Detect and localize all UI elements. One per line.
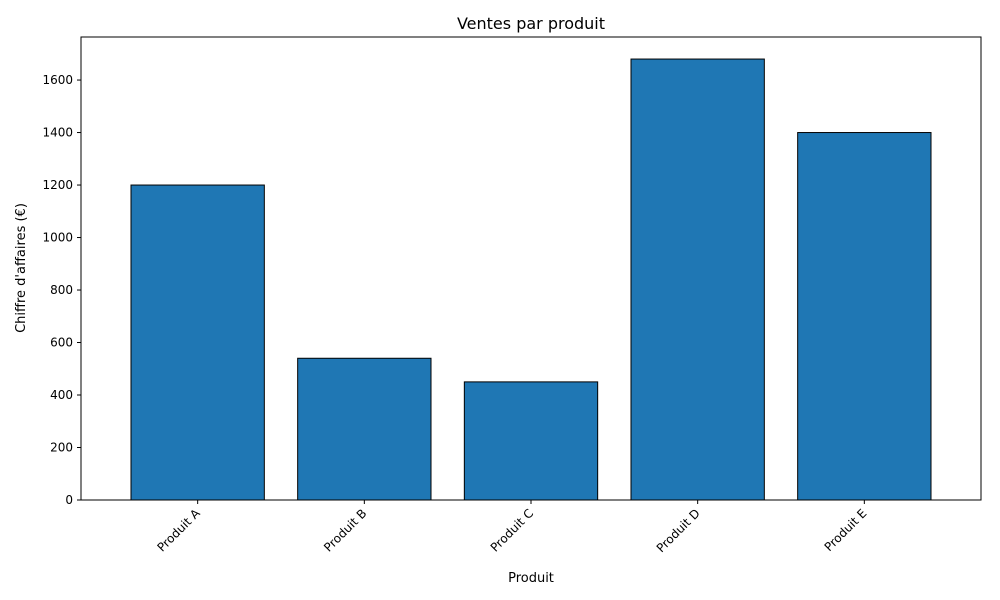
- x-tick-label: Produit E: [822, 506, 870, 554]
- y-tick-label: 800: [50, 283, 73, 297]
- y-tick-label: 0: [65, 493, 73, 507]
- bar-produit-c: [463, 381, 599, 501]
- y-tick-label: 400: [50, 388, 73, 402]
- bar-produit-a: [130, 184, 265, 501]
- chart-title: Ventes par produit: [457, 14, 605, 33]
- plot-frame: [80, 36, 982, 501]
- y-axis-label: Chiffre d'affaires (€): [14, 203, 29, 333]
- y-tick-label: 1000: [42, 231, 73, 245]
- x-tick-label: Produit D: [654, 506, 703, 555]
- x-tick-label: Produit C: [488, 506, 536, 554]
- y-tick-label: 1400: [42, 126, 73, 140]
- x-axis-label: Produit: [508, 571, 554, 586]
- bar-produit-d: [630, 58, 765, 501]
- x-axis-ticks: Produit A Produit B Produit C Produit D Prod…: [154, 500, 869, 555]
- y-tick-label: 1200: [42, 178, 73, 192]
- bar-produit-b: [297, 357, 432, 501]
- x-tick-label: Produit A: [154, 506, 203, 555]
- y-tick-label: 1600: [42, 73, 73, 87]
- y-tick-label: 600: [50, 336, 73, 350]
- bars-group: [130, 58, 932, 501]
- y-tick-label: 200: [50, 441, 73, 455]
- y-axis-ticks: 0 200 400 600 800 1000 1200 1400 1600: [42, 73, 81, 507]
- bar-produit-e: [797, 132, 932, 501]
- x-tick-label: Produit B: [321, 506, 369, 554]
